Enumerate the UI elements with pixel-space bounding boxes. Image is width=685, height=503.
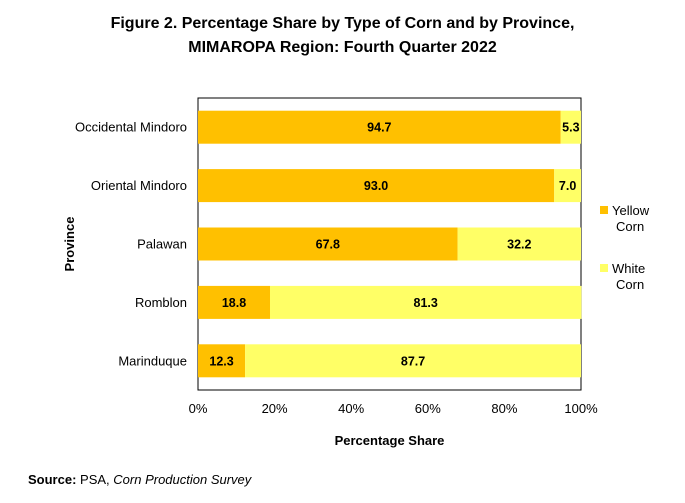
bar-yellow-corn-romblon	[198, 285, 271, 319]
category-label-marinduque: Marinduque	[118, 353, 187, 368]
chart-title-line-1: Figure 2. Percentage Share by Type of Co…	[110, 15, 575, 32]
y-axis-title: Province	[62, 217, 77, 272]
data-label-yellow-corn-marinduque: 12.3	[209, 354, 233, 368]
legend-label-yellow-corn-line-2: Corn	[616, 219, 644, 234]
x-tick-label-1: 20%	[262, 401, 288, 416]
category-label-oriental-mindoro: Oriental Mindoro	[91, 178, 187, 193]
bar-yellow-corn-marinduque	[198, 344, 246, 378]
x-tick-label-0: 0%	[189, 401, 208, 416]
category-label-romblon: Romblon	[135, 295, 187, 310]
legend-swatch-yellow-corn	[600, 206, 608, 214]
data-label-white-corn-marinduque: 87.7	[401, 354, 425, 368]
data-label-white-corn-romblon: 81.3	[414, 296, 438, 310]
bar-yellow-corn-palawan	[198, 227, 458, 261]
data-label-white-corn-palawan: 32.2	[507, 238, 531, 252]
legend-swatch-white-corn	[600, 264, 608, 272]
bar-white-corn-occidental-mindoro	[560, 110, 581, 144]
legend-label-yellow-corn-line-1: Yellow	[612, 203, 650, 218]
legend-label-white-corn-line-1: White	[612, 261, 645, 276]
x-tick-label-5: 100%	[564, 401, 598, 416]
stacked-bar-chart: 94.7 5.3 Occidental Mindoro 93.0 7.0 Oriental…	[62, 97, 650, 448]
bar-white-corn-oriental-mindoro	[554, 169, 581, 203]
bar-white-corn-palawan	[457, 227, 581, 261]
bar-white-corn-romblon	[270, 285, 582, 319]
legend-label-white-corn-line-2: Corn	[616, 277, 644, 292]
chart-title: Figure 2. Percentage Share by Type of Co…	[0, 12, 685, 60]
source-label: Source:	[28, 472, 77, 487]
x-tick-label-3: 60%	[415, 401, 441, 416]
source-agency: PSA,	[80, 472, 110, 487]
data-label-yellow-corn-oriental-mindoro: 93.0	[364, 179, 388, 193]
bar-yellow-corn-occidental-mindoro	[198, 110, 561, 144]
x-tick-label-4: 80%	[491, 401, 517, 416]
x-axis-title: Percentage Share	[335, 433, 445, 448]
category-label-palawan: Palawan	[137, 237, 187, 252]
category-label-occidental-mindoro: Occidental Mindoro	[75, 120, 187, 135]
x-tick-label-2: 40%	[338, 401, 364, 416]
data-label-yellow-corn-palawan: 67.8	[316, 238, 340, 252]
bar-yellow-corn-oriental-mindoro	[198, 169, 555, 203]
data-label-yellow-corn-romblon: 18.8	[222, 296, 246, 310]
data-label-yellow-corn-occidental-mindoro: 94.7	[367, 121, 391, 135]
source-note: Source: PSA, Corn Production Survey	[28, 472, 251, 487]
chart-title-line-2: MIMAROPA Region: Fourth Quarter 2022	[188, 39, 497, 56]
data-label-white-corn-oriental-mindoro: 7.0	[559, 179, 576, 193]
data-label-white-corn-occidental-mindoro: 5.3	[562, 121, 579, 135]
source-survey: Corn Production Survey	[113, 472, 252, 487]
bar-white-corn-marinduque	[245, 344, 581, 378]
